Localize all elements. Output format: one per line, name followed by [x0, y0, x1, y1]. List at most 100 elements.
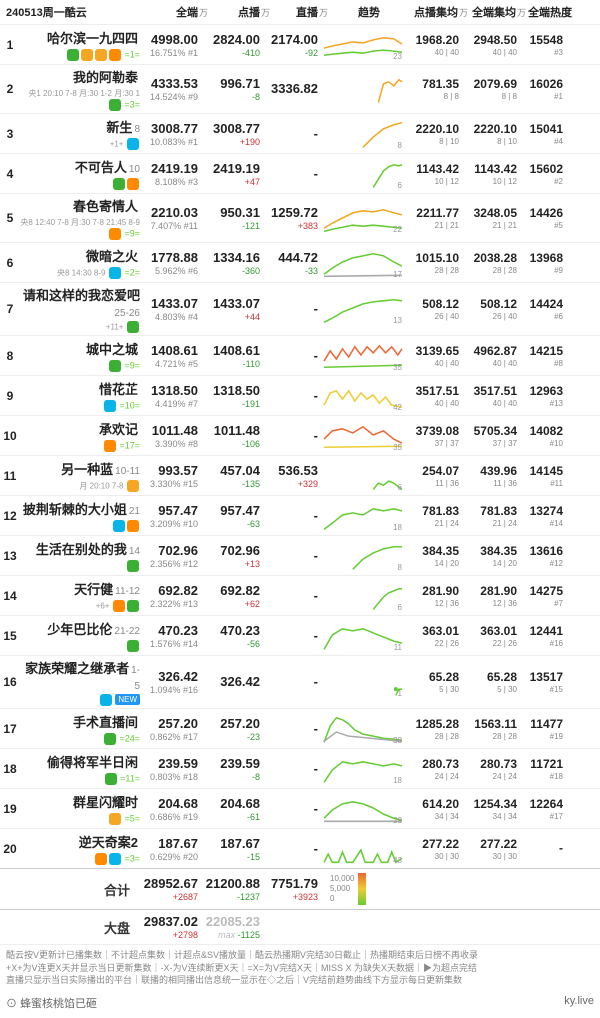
tencent-icon [127, 520, 139, 532]
show-name: 披荆斩棘的大小姐21 [20, 499, 140, 518]
show-name: 生活在别处的我14 [20, 539, 140, 558]
iqiyi-icon [113, 178, 125, 190]
show-name: 群星闪耀时 [20, 792, 140, 811]
trend-chart: 6 [322, 460, 404, 492]
rank: 6 [0, 256, 20, 270]
rank: 3 [0, 127, 20, 141]
total-row: 合计 28952.67+2687 21200.88-1237 7751.79+3… [0, 868, 600, 909]
table-row: 11 另一种蓝10-11 月 20:10 7-8 993.573.330% #1… [0, 455, 600, 495]
rank: 18 [0, 762, 20, 776]
trend-chart: 6 [322, 580, 404, 612]
table-row: 5 春色寄情人 央8 12:40 7-8 月:30 7-8 21:45 8-9 … [0, 193, 600, 242]
brand-right: ky.live [564, 995, 594, 1011]
show-name: 少年巴比伦21-22 [20, 619, 140, 638]
show-name: 我的阿勒泰 [20, 67, 140, 86]
table-row: 13 生活在别处的我14 702.962.356% #12 702.96+13 … [0, 535, 600, 575]
table-row: 14 天行健11-12 +6+ 692.822.322% #13 692.82+… [0, 575, 600, 615]
rank: 2 [0, 82, 20, 96]
table-row: 6 微暗之火 央8 14:30 8-9 =2= 1778.885.962% #6… [0, 242, 600, 282]
show-name: 天行健11-12 [20, 579, 140, 598]
iqiyi-icon [67, 49, 79, 61]
show-name: 新生8 [20, 117, 140, 136]
tencent-icon [104, 440, 116, 452]
rank: 16 [0, 675, 20, 689]
tencent-icon [109, 228, 121, 240]
show-name: 春色寄情人 [20, 196, 140, 215]
rank: 8 [0, 349, 20, 363]
table-row: 3 新生8 +1+ 3008.7710.083% #1 3008.77+190 … [0, 113, 600, 153]
iqiyi-icon [127, 600, 139, 612]
col-dbjj: 点播集均万 [410, 4, 468, 20]
show-name: 逆天奇案2 [20, 832, 140, 851]
show-name: 家族荣耀之继承者1-5 [20, 658, 140, 692]
col-qdjj: 全端集均万 [468, 4, 526, 20]
trend-chart: 6 [322, 158, 404, 190]
rank: 15 [0, 629, 20, 643]
show-name: 不可告人10 [20, 157, 140, 176]
show-name: 偷得将军半日闲 [20, 752, 140, 771]
table-row: 15 少年巴比伦21-22 470.231.576% #14 470.23-56… [0, 615, 600, 655]
show-name: 另一种蓝10-11 [20, 459, 140, 478]
hunan-icon [95, 49, 107, 61]
rank: 17 [0, 722, 20, 736]
trend-chart: 18 [322, 500, 404, 532]
tencent-icon [109, 49, 121, 61]
trend-chart: 42 [322, 380, 404, 412]
youku-icon [127, 138, 139, 150]
page-title: 240513周一酷云 [6, 4, 146, 20]
table-row: 7 请和这样的我恋爱吧25-26 +11+ 1433.074.803% #4 1… [0, 282, 600, 335]
rank: 13 [0, 549, 20, 563]
rank: 7 [0, 302, 20, 316]
footer-notes: 酷云按V更新计已播集数｜不计超点集数｜计超点&SV播放量｜酷云热播期V完结30日… [0, 944, 600, 991]
rank: 4 [0, 167, 20, 181]
table-row: 17 手术直播间 =24= 257.200.862% #17 257.20-23… [0, 708, 600, 748]
mgtv-icon [109, 813, 121, 825]
trend-chart: 23 [322, 29, 404, 61]
show-name: 惜花芷 [20, 379, 140, 398]
rank: 20 [0, 842, 20, 856]
rank: 11 [0, 469, 20, 483]
col-qushi: 趋势 [328, 4, 410, 20]
rank: 5 [0, 211, 20, 225]
trend-chart: 8 [322, 540, 404, 572]
table-row: 16 家族荣耀之继承者1-5 NEW 326.421.094% #16 326.… [0, 655, 600, 708]
brand-left: ⊙ 蜂蜜核桃馅已砸 [6, 995, 97, 1011]
youku-icon [109, 267, 121, 279]
trend-chart: 18 [322, 753, 404, 785]
youku-icon [113, 520, 125, 532]
table-row: 20 逆天奇案2 =3= 187.670.629% #20 187.67-15 … [0, 828, 600, 868]
trend-chart: 11 [322, 620, 404, 652]
trend-chart: 38 [322, 713, 404, 745]
rank: 10 [0, 429, 20, 443]
trend-chart: 13 [322, 293, 404, 325]
trend-chart: 17 [322, 247, 404, 279]
trend-chart [322, 73, 404, 105]
tencent-icon [113, 600, 125, 612]
iqiyi-icon [109, 360, 121, 372]
show-name: 微暗之火 [20, 246, 140, 265]
iqiyi-icon [127, 560, 139, 572]
youku-icon [100, 694, 112, 706]
table-row: 12 披荆斩棘的大小姐21 957.473.209% #10 957.47-63… [0, 495, 600, 535]
iqiyi-icon [104, 733, 116, 745]
trend-chart: 22 [322, 202, 404, 234]
tencent-icon [127, 178, 139, 190]
gradient-legend [358, 873, 366, 905]
col-qdrd: 全端热度 [526, 4, 572, 20]
trend-chart: 8 [322, 118, 404, 150]
youku-icon [104, 400, 116, 412]
trend-chart: 43 [322, 833, 404, 865]
col-zhibo: 直播万 [270, 4, 328, 20]
trend-chart: 29 [322, 793, 404, 825]
show-name: 哈尔滨一九四四 [20, 28, 140, 47]
show-name: 承欢记 [20, 419, 140, 438]
trend-chart: 1 [322, 666, 404, 698]
rank: 14 [0, 589, 20, 603]
iqiyi-icon [127, 640, 139, 652]
show-name: 手术直播间 [20, 712, 140, 731]
table-row: 18 偷得将军半日闲 =11= 239.590.803% #18 239.59-… [0, 748, 600, 788]
col-dianbo: 点播万 [208, 4, 270, 20]
iqiyi-icon [127, 321, 139, 333]
table-row: 4 不可告人10 2419.198.108% #3 2419.19+47 - 6… [0, 153, 600, 193]
dapan-row: 大盘 29837.02+2798 22085.23max -1125 [0, 909, 600, 944]
